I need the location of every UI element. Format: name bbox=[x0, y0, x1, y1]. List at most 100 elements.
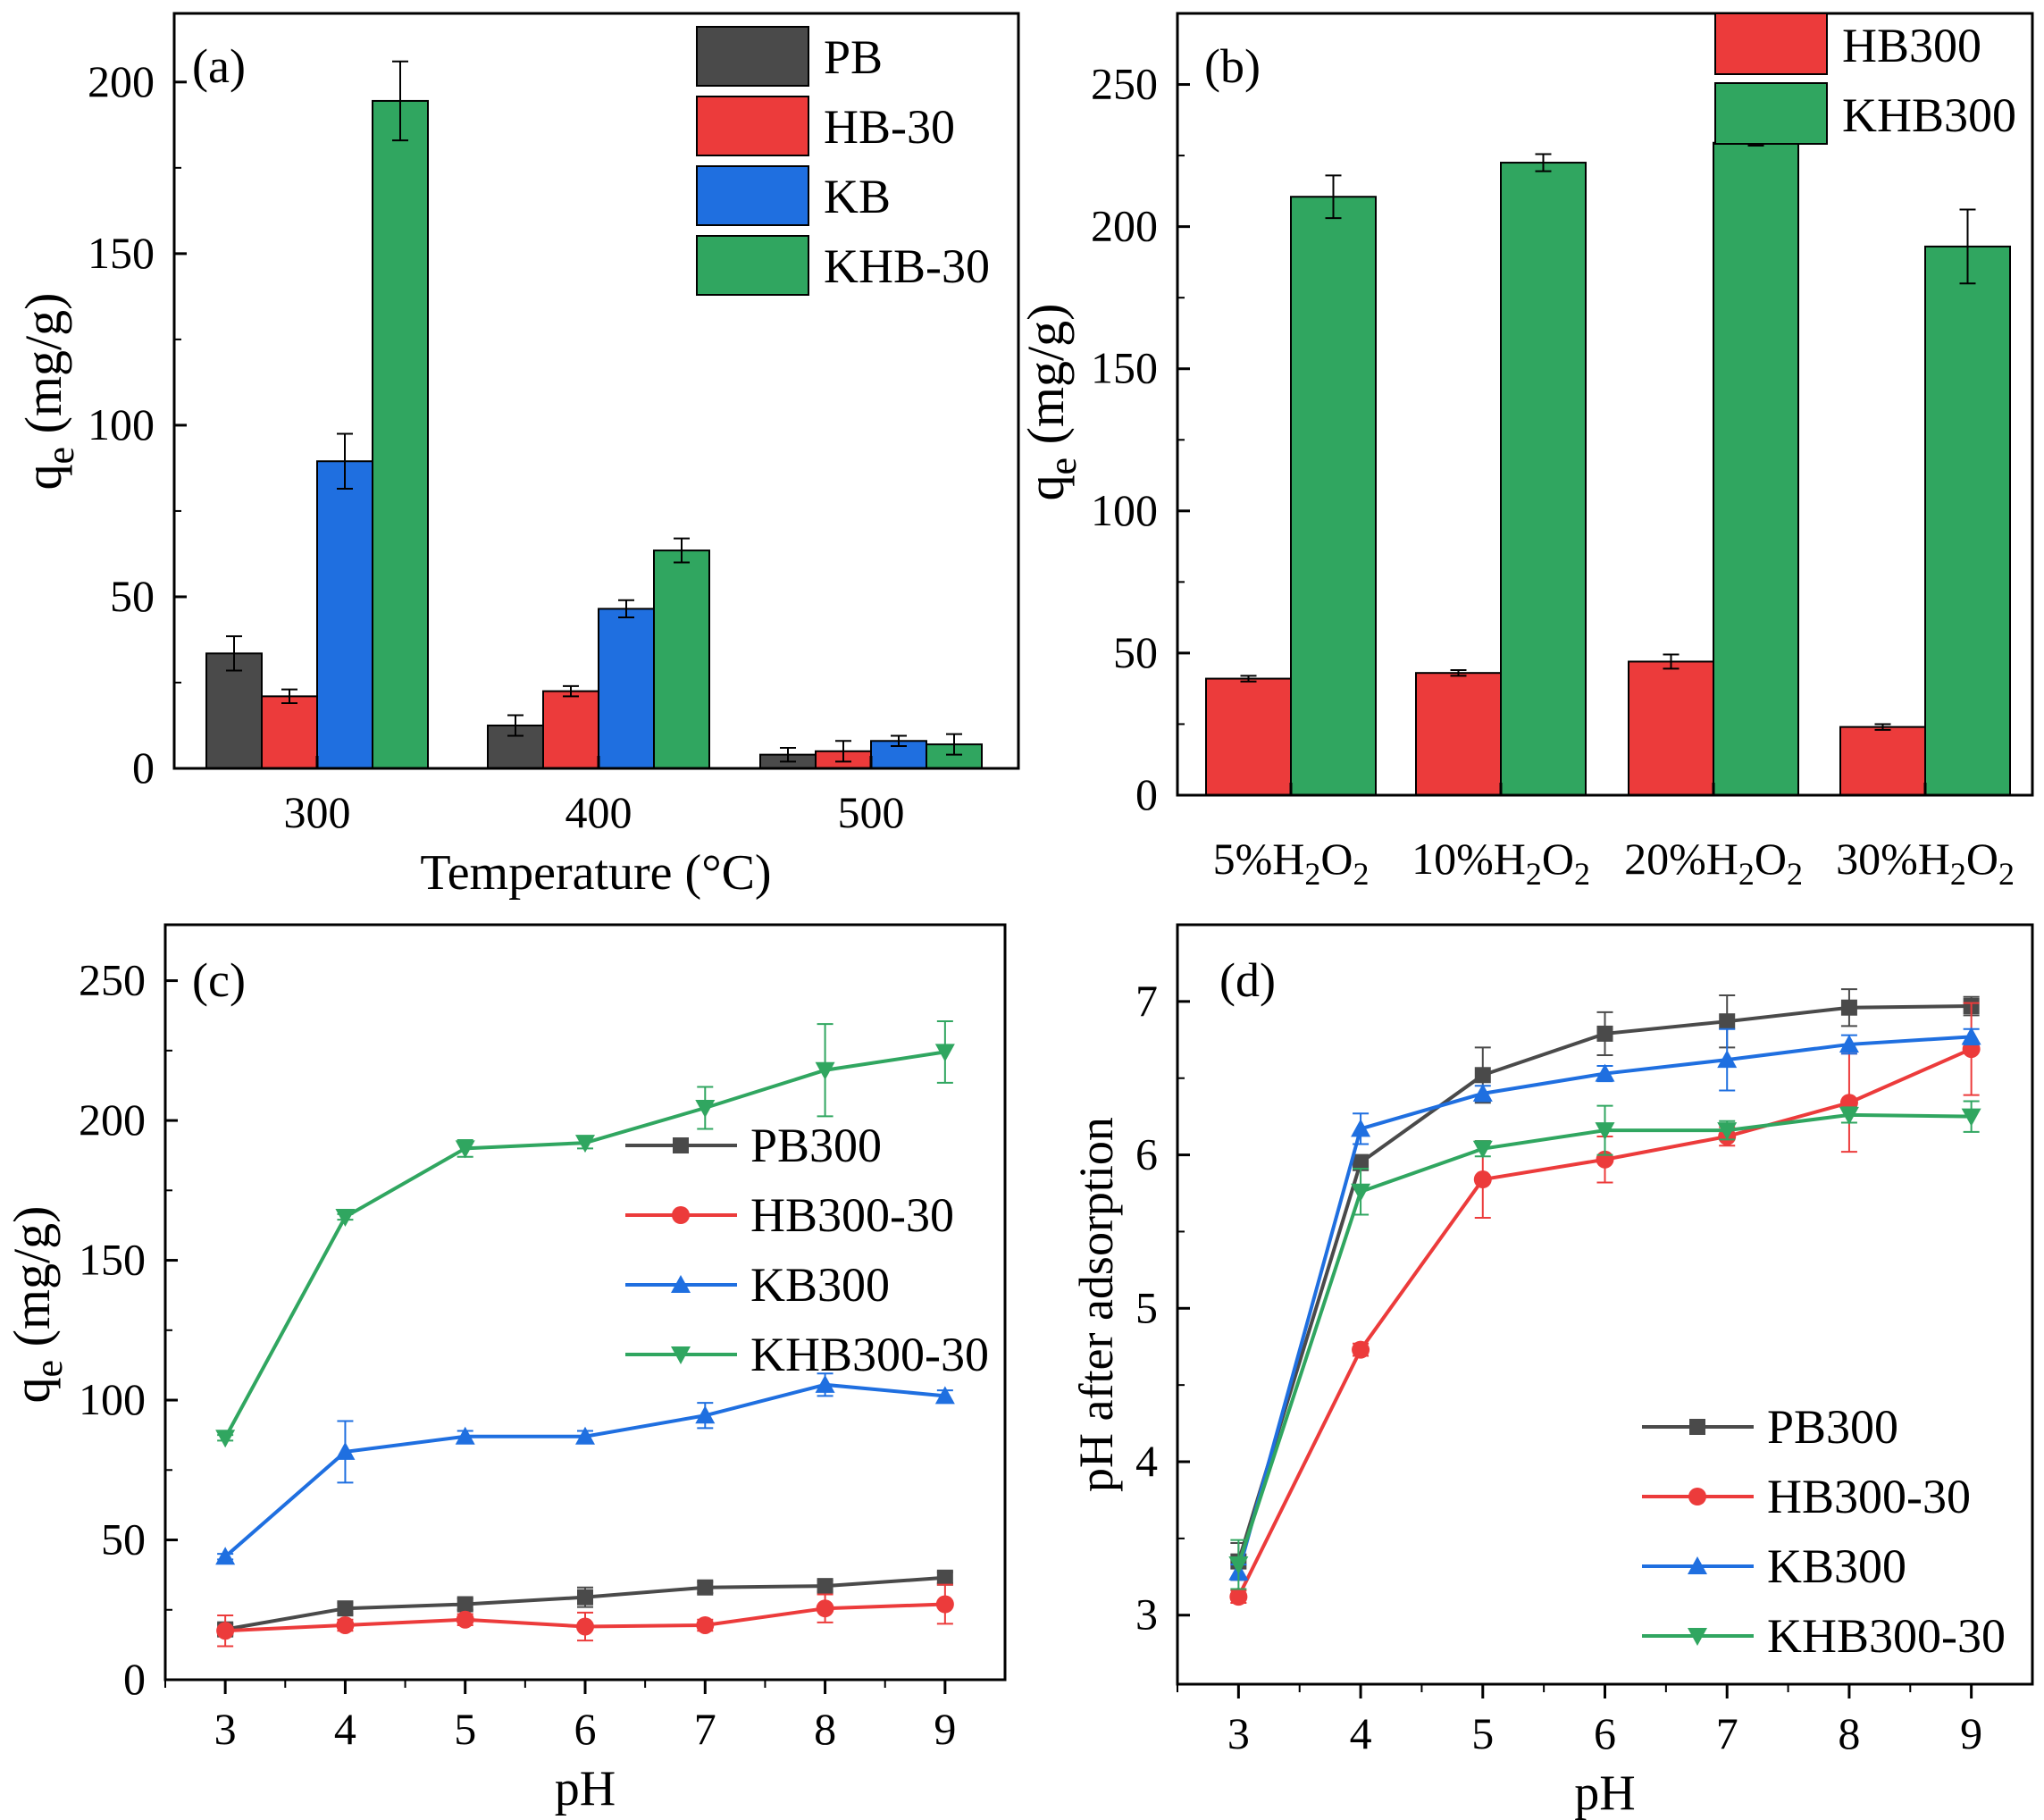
point-d-PB300 bbox=[1474, 1067, 1491, 1084]
point-d-KHB300-30 bbox=[1961, 1108, 1981, 1127]
point-d-KB300 bbox=[1472, 1083, 1493, 1102]
panel-c-ytick-label: 200 bbox=[79, 1095, 146, 1145]
panel-d-ytick-label: 5 bbox=[1135, 1282, 1158, 1332]
xtick-sub: 2 bbox=[1787, 856, 1803, 892]
point-c-HB300-30 bbox=[696, 1615, 715, 1634]
xtick-part: 10%H bbox=[1412, 834, 1526, 884]
panel-c-tag: (c) bbox=[192, 953, 246, 1007]
xtick-part: O bbox=[1320, 834, 1353, 884]
legend-b-label: KHB300 bbox=[1842, 88, 2016, 142]
point-c-KB300 bbox=[575, 1426, 595, 1445]
legend-a-label: KB bbox=[824, 170, 891, 223]
panel-d-ylabel: pH after adsorption bbox=[1069, 1117, 1123, 1492]
bar-b-HB300 bbox=[1628, 660, 1714, 796]
point-d-KHB300-30 bbox=[1228, 1556, 1249, 1575]
panel-a-ylabel-sub: e bbox=[38, 447, 82, 465]
legend-b-label: HB300 bbox=[1842, 19, 1981, 72]
point-d-KB300 bbox=[1351, 1119, 1371, 1137]
point-c-HB300-30 bbox=[336, 1615, 355, 1634]
point-d-KHB300-30 bbox=[1595, 1122, 1615, 1141]
point-c-KHB300-30 bbox=[695, 1099, 716, 1118]
panel-d-ytick-label: 3 bbox=[1135, 1589, 1158, 1640]
legend-a-label: HB-30 bbox=[824, 100, 955, 154]
legend-d-marker bbox=[1688, 1628, 1707, 1646]
panel-b-frame bbox=[1176, 12, 2034, 797]
point-c-KHB300-30 bbox=[575, 1135, 595, 1153]
point-c-HB300-30 bbox=[816, 1599, 834, 1618]
panel-d-xtick-label: 6 bbox=[1594, 1708, 1616, 1758]
point-d-PB300 bbox=[1840, 999, 1857, 1016]
panel-b-ytick-label: 100 bbox=[1091, 485, 1158, 535]
point-c-PB300 bbox=[457, 1596, 473, 1613]
bar-a-KB bbox=[316, 460, 373, 769]
legend-b-swatch bbox=[1714, 82, 1828, 145]
panel-a-ytick-label: 0 bbox=[132, 742, 155, 793]
point-d-KHB300-30 bbox=[1839, 1106, 1859, 1125]
bar-a-KHB-30 bbox=[653, 549, 710, 770]
xtick-part: 5%H bbox=[1213, 834, 1305, 884]
panel-b-ytick-label: 0 bbox=[1135, 769, 1158, 819]
bar-b-KHB300 bbox=[1290, 196, 1377, 796]
xtick-part: 20%H bbox=[1624, 834, 1738, 884]
bar-b-KHB300 bbox=[1924, 245, 2011, 796]
legend-a-label: KHB-30 bbox=[824, 239, 990, 293]
panel-a-frame bbox=[172, 12, 1020, 770]
panel-c-xtick-label: 7 bbox=[694, 1704, 716, 1754]
point-d-KHB300-30 bbox=[1472, 1140, 1493, 1159]
panel-a-ylabel-unit: (mg/g) bbox=[14, 293, 72, 447]
panel-c-ytick-label: 250 bbox=[79, 955, 146, 1005]
panel-d-ytick-label: 6 bbox=[1135, 1129, 1158, 1179]
legend-c-label: PB300 bbox=[750, 1119, 882, 1172]
bar-b-HB300 bbox=[1205, 677, 1292, 797]
legend-d-label: PB300 bbox=[1767, 1400, 1898, 1454]
point-c-HB300-30 bbox=[576, 1617, 594, 1636]
panel-b-ylabel-sub: e bbox=[1041, 457, 1085, 475]
panel-d-xtick-label: 4 bbox=[1350, 1708, 1372, 1758]
point-c-HB300-30 bbox=[216, 1622, 235, 1640]
panel-b-xtick-label: 10%H2O2 bbox=[1412, 834, 1590, 892]
point-c-KB300 bbox=[455, 1426, 475, 1445]
legend-a-swatch bbox=[696, 165, 809, 226]
panel-a-ytick-label: 50 bbox=[110, 571, 155, 621]
panel-b-ylabel: qe (mg/g) bbox=[1017, 304, 1085, 501]
legend-d-marker bbox=[1688, 1556, 1707, 1574]
legend-a-swatch bbox=[696, 26, 809, 87]
point-c-KB300 bbox=[815, 1374, 835, 1393]
panel-d-xtick-label: 7 bbox=[1716, 1708, 1738, 1758]
bar-b-HB300 bbox=[1415, 672, 1502, 796]
panel-c-ylabel: qe (mg/g) bbox=[3, 1206, 71, 1404]
panel-a-tag: (a) bbox=[192, 39, 246, 93]
panel-d-ytick-label: 7 bbox=[1135, 976, 1158, 1026]
point-d-KB300 bbox=[1595, 1063, 1615, 1082]
panel-a-xtick-label: 300 bbox=[284, 787, 351, 837]
point-c-PB300 bbox=[817, 1578, 834, 1595]
point-c-KHB300-30 bbox=[215, 1430, 236, 1448]
bar-a-HB-30 bbox=[261, 695, 318, 769]
panel-b-ytick-label: 50 bbox=[1113, 627, 1158, 677]
panel-d: 3 4 5 6 7 3 4 5 6 7 8 9 pH (d) PB300 HB300-30 KB300 KHB30… bbox=[1069, 923, 2034, 1820]
point-c-KHB300-30 bbox=[934, 1044, 955, 1062]
legend-b-swatch bbox=[1714, 13, 1828, 75]
legend-d-label: KB300 bbox=[1767, 1539, 1906, 1593]
panel-b-ytick-label: 200 bbox=[1091, 201, 1158, 251]
panel-a-ylabel: qe (mg/g) bbox=[14, 293, 82, 491]
point-d-KB300 bbox=[1961, 1027, 1981, 1045]
xtick-part: O bbox=[1755, 834, 1787, 884]
panel-c-ylabel-unit: (mg/g) bbox=[3, 1206, 61, 1360]
xtick-sub: 2 bbox=[1304, 856, 1320, 892]
panel-b-ylabel-unit: (mg/g) bbox=[1017, 304, 1075, 457]
legend-c-label: KB300 bbox=[750, 1258, 890, 1312]
point-c-HB300-30 bbox=[935, 1595, 954, 1614]
point-c-PB300 bbox=[697, 1579, 714, 1596]
point-c-KB300 bbox=[335, 1441, 356, 1460]
panel-c-xlabel: pH bbox=[555, 1761, 616, 1816]
point-d-HB300-30 bbox=[1352, 1340, 1370, 1359]
panel-d-xtick-label: 9 bbox=[1960, 1708, 1982, 1758]
bar-a-KB bbox=[598, 608, 655, 769]
panel-c-xtick-label: 3 bbox=[214, 1704, 237, 1754]
panel-c-ytick-label: 150 bbox=[79, 1235, 146, 1285]
bar-a-HB-30 bbox=[542, 690, 599, 769]
point-d-KB300 bbox=[1839, 1034, 1859, 1053]
